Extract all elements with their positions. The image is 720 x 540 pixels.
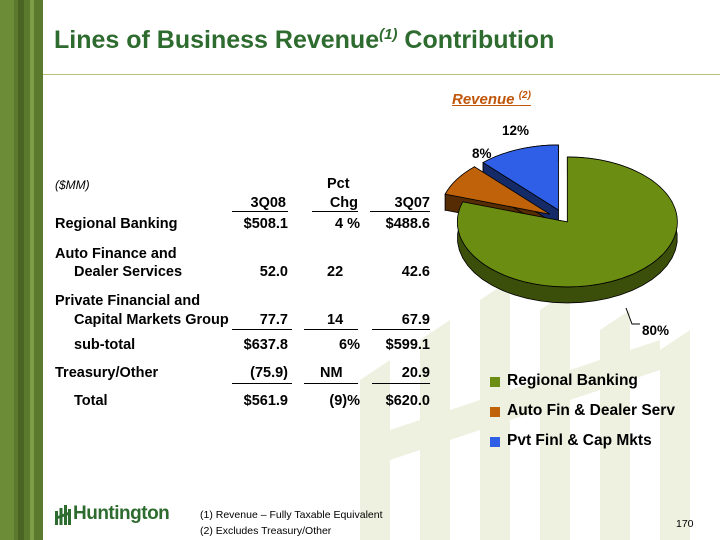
row-label-auto-finance: Auto Finance and (55, 246, 177, 262)
row-label-auto-finance-2: Dealer Services (74, 264, 183, 280)
cell-regional-3q07: $488.6 (385, 216, 430, 232)
cell-treasury-chg: NM (320, 365, 343, 381)
pie-data-label-0: 80% (642, 323, 669, 338)
cell-regional-3q08: $508.1 (243, 216, 288, 232)
cell-total-chg: (9)% (329, 393, 360, 409)
row-label-total: Total (74, 393, 108, 409)
cell-subtotal-3q08: $637.8 (243, 337, 288, 353)
row-label-regional-banking: Regional Banking (55, 216, 178, 232)
footnote-1: (1) Revenue – Fully Taxable Equivalent (200, 509, 383, 521)
pie-slice-1 (444, 166, 551, 215)
column-header-3q07: 3Q07 (394, 195, 430, 211)
pie-data-label-1: 8% (472, 146, 492, 161)
cell-regional-chg: 4 % (335, 216, 360, 232)
legend-swatch-auto (490, 407, 500, 417)
column-header-pct: Pct (327, 176, 350, 192)
footnotes: (1) Revenue – Fully Taxable Equivalent (… (200, 507, 383, 539)
sidebar-decoration (0, 0, 43, 540)
page-number: 170 (676, 518, 694, 530)
row-label-private-financial-2: Capital Markets Group (74, 312, 229, 328)
row-label-subtotal: sub-total (74, 337, 136, 353)
total-underline-3q08 (232, 383, 292, 384)
logo-wordmark: Huntington (73, 503, 170, 524)
revenue-pie-chart: 80% 8% 12% (444, 123, 678, 338)
legend-swatch-regional (490, 377, 500, 387)
column-header-chg: Chg (329, 195, 358, 211)
cell-pvt-chg: 14 (327, 312, 344, 328)
legend-label-regional: Regional Banking (507, 372, 638, 389)
cell-total-3q08: $561.9 (243, 393, 288, 409)
legend-swatch-pvt (490, 437, 500, 447)
row-label-private-financial: Private Financial and (55, 293, 201, 309)
cell-treasury-3q08: (75.9) (250, 365, 288, 381)
cell-subtotal-chg: 6% (339, 337, 360, 353)
cell-subtotal-3q07: $599.1 (385, 337, 430, 353)
title-divider (43, 74, 720, 75)
total-underline-chg (304, 383, 358, 384)
header-underline-3q08 (232, 211, 288, 212)
header-underline-3q07 (370, 211, 430, 212)
pie-slice-2 (482, 144, 559, 211)
legend-label-auto: Auto Fin & Dealer Serv (507, 402, 675, 419)
page-title: Lines of Business Revenue(1) Contributio… (54, 26, 555, 54)
footnote-2: (2) Excludes Treasury/Other (200, 525, 332, 537)
background-logo-watermark (360, 280, 690, 540)
pie-data-label-2: 12% (502, 123, 529, 138)
chart-title: Revenue (2) (452, 90, 531, 108)
subtotal-underline-3q07 (372, 329, 430, 330)
subtotal-underline-3q08 (232, 329, 292, 330)
units-label: ($MM) (55, 178, 90, 192)
header-underline-chg (312, 211, 358, 212)
pie-leader-line (625, 307, 640, 325)
subtotal-underline-chg (304, 329, 358, 330)
huntington-logo-icon (55, 505, 71, 525)
row-label-treasury: Treasury/Other (55, 365, 159, 381)
column-header-3q08: 3Q08 (250, 195, 286, 211)
cell-pvt-3q08: 77.7 (259, 312, 288, 328)
cell-auto-3q08: 52.0 (259, 264, 288, 280)
cell-auto-3q07: 42.6 (401, 264, 430, 280)
cell-auto-chg: 22 (327, 264, 344, 280)
cell-total-3q07: $620.0 (385, 393, 430, 409)
cell-pvt-3q07: 67.9 (401, 312, 430, 328)
total-underline-3q07 (372, 383, 430, 384)
cell-treasury-3q07: 20.9 (401, 365, 430, 381)
legend-label-pvt: Pvt Finl & Cap Mkts (507, 432, 652, 449)
pie-slice-0 (456, 156, 678, 288)
